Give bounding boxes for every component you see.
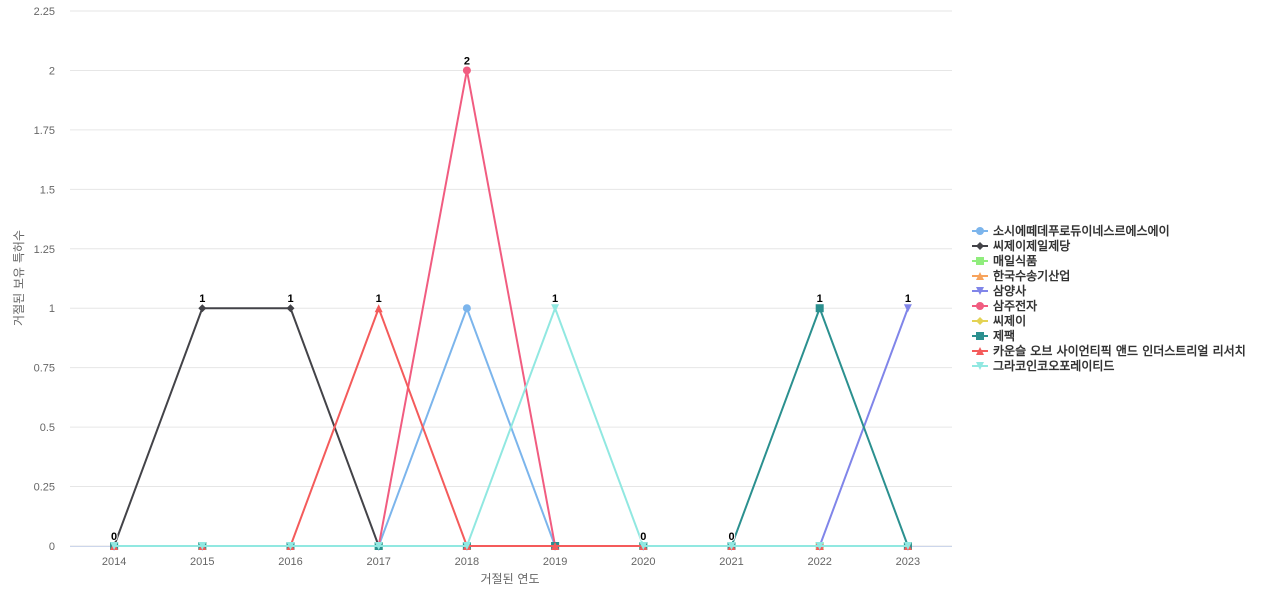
data-point xyxy=(727,542,736,550)
y-tick-label: 0.5 xyxy=(40,422,55,434)
legend-label: 소시에떼데푸로듀이네스르에스에이 xyxy=(993,223,1170,238)
x-tick-label: 2015 xyxy=(190,556,214,568)
legend-item[interactable]: 삼주전자 xyxy=(972,298,1037,313)
x-tick-label: 2020 xyxy=(631,556,655,568)
legend-item[interactable]: 씨제이 xyxy=(972,313,1026,328)
y-tick-label: 1.25 xyxy=(34,244,55,256)
x-tick-label: 2023 xyxy=(896,556,920,568)
legend-marker xyxy=(976,227,984,235)
legend-label: 씨제이 xyxy=(993,313,1026,328)
data-label: 1 xyxy=(552,293,558,305)
data-point xyxy=(198,542,207,550)
data-label: 0 xyxy=(111,531,117,543)
legend-marker xyxy=(976,287,984,295)
y-tick-label: 1 xyxy=(49,303,55,315)
grid-layer xyxy=(70,10,952,547)
series-line xyxy=(114,307,908,547)
legend-label: 그라코인코오포레이티드 xyxy=(993,358,1114,373)
data-label: 1 xyxy=(199,293,205,305)
data-point xyxy=(198,304,207,313)
data-point xyxy=(815,304,824,313)
x-tick-label: 2019 xyxy=(543,556,567,568)
data-point xyxy=(462,304,471,313)
legend-marker xyxy=(976,317,984,325)
data-label: 1 xyxy=(287,293,293,305)
legend-item[interactable]: 한국수송기산업 xyxy=(972,268,1070,283)
x-tick-label: 2021 xyxy=(719,556,743,568)
data-label: 2 xyxy=(464,55,470,67)
data-label: 0 xyxy=(640,531,646,543)
x-tick-label: 2017 xyxy=(366,556,390,568)
y-axis-title: 거절된 보유 특허수 xyxy=(12,230,26,326)
legend-label: 씨제이제일제당 xyxy=(993,238,1070,253)
legend-label: 매일식품 xyxy=(993,253,1037,268)
x-tick-label: 2018 xyxy=(455,556,479,568)
y-tick-label: 2.25 xyxy=(34,6,55,18)
legend: 소시에떼데푸로듀이네스르에스에이씨제이제일제당매일식품한국수송기산업삼양사삼주전… xyxy=(972,223,1246,373)
data-point xyxy=(286,304,295,313)
legend-item[interactable]: 매일식품 xyxy=(972,253,1037,268)
legend-label: 한국수송기산업 xyxy=(993,268,1070,283)
data-point xyxy=(286,542,295,550)
y-tick-label: 0.25 xyxy=(34,482,55,494)
legend-marker xyxy=(976,362,984,370)
data-point xyxy=(374,542,383,550)
legend-label: 삼주전자 xyxy=(993,298,1037,313)
legend-marker xyxy=(976,302,984,310)
data-point xyxy=(551,542,560,550)
legend-marker xyxy=(976,347,984,355)
x-axis-title: 거절된 연도 xyxy=(480,572,539,586)
legend-item[interactable]: 삼양사 xyxy=(972,283,1026,298)
legend-item[interactable]: 카운슬 오브 사이언티픽 앤드 인더스트리얼 리서치 xyxy=(972,343,1246,358)
data-point xyxy=(903,542,912,550)
y-tick-label: 0 xyxy=(49,541,55,553)
x-tick-label: 2014 xyxy=(102,556,126,568)
data-point xyxy=(639,542,648,550)
legend-label: 삼양사 xyxy=(993,283,1026,298)
data-point xyxy=(462,542,471,550)
legend-marker xyxy=(976,332,984,340)
data-point xyxy=(551,304,560,313)
data-point xyxy=(815,542,824,550)
data-label: 0 xyxy=(728,531,734,543)
series-layer xyxy=(110,66,912,550)
legend-label: 제팩 xyxy=(993,328,1015,343)
y-tick-label: 0.75 xyxy=(34,363,55,375)
y-tick-label: 1.5 xyxy=(40,184,55,196)
data-point xyxy=(110,542,119,550)
data-label: 1 xyxy=(376,293,382,305)
x-tick-label: 2016 xyxy=(278,556,302,568)
legend-item[interactable]: 씨제이제일제당 xyxy=(972,238,1070,253)
y-tick-label: 1.75 xyxy=(34,125,55,137)
legend-marker xyxy=(976,242,984,250)
legend-marker xyxy=(976,272,984,280)
legend-item[interactable]: 소시에떼데푸로듀이네스르에스에이 xyxy=(972,223,1170,238)
legend-item[interactable]: 제팩 xyxy=(972,328,1015,343)
legend-marker xyxy=(976,257,984,265)
data-point xyxy=(374,304,383,313)
data-label-layer: 0 1 1 1 2 1 0 0 1 1 xyxy=(110,54,912,544)
legend-label: 카운슬 오브 사이언티픽 앤드 인더스트리얼 리서치 xyxy=(993,343,1246,358)
data-label: 1 xyxy=(905,293,911,305)
x-tick-label: 2022 xyxy=(807,556,831,568)
data-point xyxy=(903,304,912,313)
legend-item[interactable]: 그라코인코오포레이티드 xyxy=(972,358,1114,373)
series-9 xyxy=(110,304,912,550)
data-label: 1 xyxy=(817,293,823,305)
y-tick-label: 2 xyxy=(49,65,55,77)
data-point xyxy=(462,66,471,75)
